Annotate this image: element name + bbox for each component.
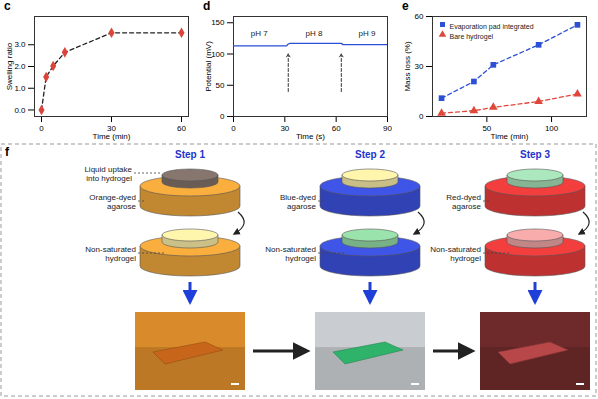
html-text:c: c [4,0,11,13]
svg-text:Time (min): Time (min) [93,132,131,141]
svg-text:Potential (mV): Potential (mV) [204,41,213,92]
svg-text:30: 30 [280,124,289,133]
svg-text:Orange-dyedagarose: Orange-dyedagarose [89,193,136,211]
svg-text:1.0: 1.0 [14,84,26,93]
html-text:d: d [203,0,211,13]
svg-text:f: f [5,145,10,159]
svg-text:90: 90 [383,124,392,133]
svg-text:0: 0 [39,124,44,133]
svg-text:Non-saturatedhydrogel: Non-saturatedhydrogel [265,245,316,263]
svg-text:Swelling ratio: Swelling ratio [5,42,14,90]
svg-text:Evaporation pad integrated: Evaporation pad integrated [450,23,534,31]
svg-text:Blue-dyedagarose: Blue-dyedagarose [280,193,317,211]
svg-text:0.0: 0.0 [14,106,26,115]
svg-text:0: 0 [231,124,236,133]
svg-text:pH 8: pH 8 [305,29,322,38]
svg-text:Red-dyedagarose: Red-dyedagarose [446,193,481,211]
svg-text:Mass loss (%): Mass loss (%) [403,41,412,92]
svg-text:Liquid uptakeinto hydrogel: Liquid uptakeinto hydrogel [84,165,132,183]
svg-text:0: 0 [220,112,225,121]
svg-text:0: 0 [419,112,424,121]
svg-text:Non-saturatedhydrogel: Non-saturatedhydrogel [85,245,136,263]
svg-text:30: 30 [415,62,424,71]
svg-text:50: 50 [482,124,492,134]
svg-text:2.0: 2.0 [14,62,26,71]
svg-text:Step 2: Step 2 [355,149,385,160]
svg-text:pH 9: pH 9 [359,29,376,38]
svg-text:Time (min): Time (min) [491,132,529,141]
svg-text:Step 3: Step 3 [520,149,550,160]
svg-text:60: 60 [415,12,424,21]
svg-text:60: 60 [177,124,186,133]
svg-text:3.0: 3.0 [14,40,26,49]
svg-text:100: 100 [211,50,225,59]
html-text:e: e [402,0,409,13]
svg-text:Time (s): Time (s) [296,132,325,141]
svg-text:Bare hydrogel: Bare hydrogel [450,33,494,41]
svg-text:30: 30 [107,124,116,134]
svg-text:50: 50 [216,81,225,90]
svg-text:Non-saturatedhydrogel: Non-saturatedhydrogel [430,245,481,263]
svg-text:60: 60 [332,124,341,133]
svg-text:pH 7: pH 7 [251,29,268,38]
svg-text:100: 100 [545,124,559,133]
svg-text:Step 1: Step 1 [175,149,205,160]
svg-text:150: 150 [211,18,225,27]
